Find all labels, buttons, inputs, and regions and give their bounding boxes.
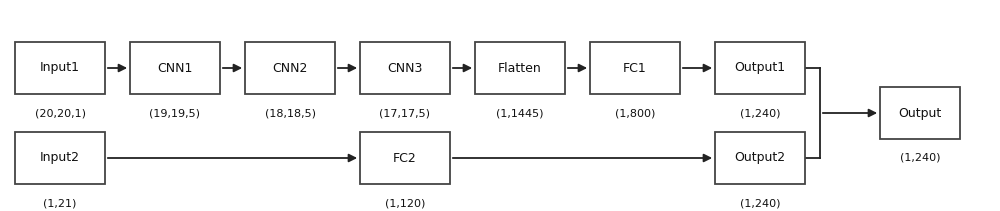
Bar (130, 42, 220, 94)
Bar (590, 42, 680, 94)
Text: Output2: Output2 (734, 151, 786, 165)
Bar (715, 42, 805, 94)
Text: (1,120): (1,120) (385, 198, 425, 208)
Bar (360, 42, 450, 94)
Bar (15, 132, 105, 184)
Text: (1,21): (1,21) (43, 198, 77, 208)
Bar (475, 42, 565, 94)
Text: FC1: FC1 (623, 61, 647, 74)
Text: (20,20,1): (20,20,1) (34, 108, 86, 118)
Text: (1,1445): (1,1445) (496, 108, 544, 118)
Text: CNN2: CNN2 (272, 61, 308, 74)
Text: FC2: FC2 (393, 151, 417, 165)
Bar (245, 42, 335, 94)
Text: Input1: Input1 (40, 61, 80, 74)
Text: (1,240): (1,240) (740, 108, 780, 118)
Text: Flatten: Flatten (498, 61, 542, 74)
Text: Output1: Output1 (734, 61, 786, 74)
Text: (1,240): (1,240) (900, 153, 940, 163)
Text: (17,17,5): (17,17,5) (380, 108, 430, 118)
Bar (360, 132, 450, 184)
Bar (715, 132, 805, 184)
Text: Input2: Input2 (40, 151, 80, 165)
Text: Output: Output (898, 107, 942, 119)
Text: CNN1: CNN1 (157, 61, 193, 74)
Text: CNN3: CNN3 (387, 61, 423, 74)
Text: (1,240): (1,240) (740, 198, 780, 208)
Text: (18,18,5): (18,18,5) (264, 108, 316, 118)
Bar (15, 42, 105, 94)
Text: (1,800): (1,800) (615, 108, 655, 118)
Bar (880, 87, 960, 139)
Text: (19,19,5): (19,19,5) (150, 108, 200, 118)
